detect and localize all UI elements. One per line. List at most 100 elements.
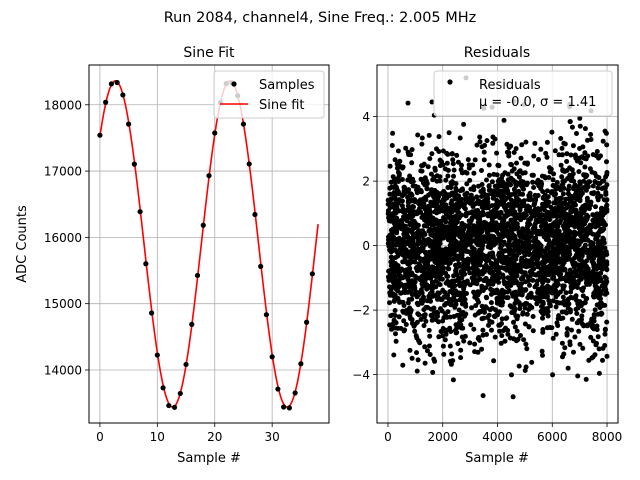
- residual-point: [581, 323, 587, 329]
- residual-point: [400, 165, 405, 171]
- residual-point: [449, 218, 455, 224]
- residual-point: [510, 261, 516, 267]
- residual-point: [447, 325, 453, 331]
- residual-point: [558, 271, 564, 277]
- residual-point: [534, 260, 540, 266]
- residual-point: [593, 213, 599, 219]
- residual-point: [582, 150, 588, 156]
- residual-point: [604, 353, 610, 359]
- residual-point: [589, 278, 595, 284]
- residual-point: [524, 346, 530, 352]
- residual-point: [446, 282, 452, 288]
- residual-point: [538, 179, 544, 185]
- residual-point: [563, 217, 569, 223]
- residual-point: [462, 297, 468, 302]
- residuals-y-tick-label: 2: [362, 175, 370, 189]
- residual-point: [443, 331, 449, 337]
- residual-point: [493, 290, 499, 296]
- residual-point: [534, 278, 540, 284]
- residual-point: [562, 345, 568, 351]
- residual-point: [462, 206, 468, 212]
- residual-point: [432, 358, 438, 364]
- sine-fit-x-tick-label: 30: [265, 430, 280, 444]
- residual-point: [550, 372, 556, 378]
- residual-point: [568, 152, 574, 158]
- residual-point: [447, 343, 453, 349]
- residual-point: [529, 359, 535, 365]
- residual-point: [444, 293, 450, 298]
- residual-point: [464, 170, 470, 176]
- residual-point: [422, 344, 428, 350]
- residual-point: [595, 334, 601, 340]
- residual-point: [532, 206, 538, 212]
- residual-point: [552, 148, 558, 154]
- residual-point: [603, 191, 609, 197]
- residual-point: [598, 153, 603, 159]
- residual-point: [404, 307, 410, 313]
- residual-point: [510, 293, 516, 299]
- residual-point: [544, 188, 550, 194]
- residual-point: [590, 268, 596, 274]
- residual-point: [590, 354, 596, 360]
- residual-point: [393, 338, 399, 344]
- residual-point: [575, 262, 581, 268]
- residual-point: [457, 234, 463, 239]
- residual-point: [498, 209, 504, 215]
- residual-point: [454, 312, 460, 318]
- residual-point: [592, 170, 598, 176]
- legend-samples-label: Samples: [259, 78, 315, 93]
- residual-point: [456, 205, 462, 210]
- residual-point: [576, 328, 582, 334]
- residual-point: [584, 323, 590, 329]
- residual-point: [583, 280, 589, 286]
- residual-point: [453, 298, 459, 304]
- residual-point: [594, 149, 600, 154]
- residual-point: [578, 266, 584, 271]
- residual-point: [481, 234, 487, 240]
- residual-point: [445, 173, 451, 179]
- residual-point: [414, 294, 420, 300]
- residual-point: [420, 163, 426, 168]
- residual-point: [471, 232, 477, 238]
- residual-point: [494, 237, 500, 242]
- residual-point: [419, 281, 425, 287]
- residual-point: [559, 340, 565, 346]
- residual-point: [518, 333, 523, 338]
- residual-point: [401, 303, 407, 308]
- residual-point: [526, 278, 532, 283]
- residual-point: [602, 210, 608, 216]
- residual-point: [512, 265, 518, 271]
- residual-point: [489, 287, 495, 293]
- residual-point: [489, 227, 494, 233]
- residual-point: [436, 319, 441, 325]
- residual-point: [415, 222, 421, 228]
- residual-point: [428, 209, 433, 215]
- residual-point: [484, 202, 490, 207]
- residual-point: [491, 171, 497, 177]
- residual-point: [571, 264, 577, 270]
- residual-point: [500, 275, 506, 281]
- residual-point: [483, 197, 488, 203]
- residual-point: [536, 270, 542, 276]
- residual-point: [599, 259, 605, 265]
- residual-point: [576, 169, 582, 175]
- residual-point: [560, 283, 566, 289]
- residual-point: [553, 191, 559, 197]
- residual-point: [584, 180, 590, 186]
- residual-point: [501, 265, 507, 271]
- residual-point: [541, 194, 547, 200]
- residual-point: [575, 224, 581, 230]
- residual-point: [598, 214, 604, 220]
- residual-point: [550, 177, 556, 183]
- residual-point: [604, 159, 609, 165]
- residual-point: [415, 132, 421, 138]
- residual-point: [421, 323, 427, 329]
- residuals-x-tick-label: 8000: [592, 430, 623, 444]
- residual-point: [431, 305, 437, 311]
- residual-point: [556, 243, 562, 248]
- residual-point: [511, 319, 516, 325]
- residual-point: [453, 187, 459, 193]
- residual-point: [560, 191, 566, 197]
- residual-point: [532, 236, 538, 242]
- sample-point: [309, 271, 315, 277]
